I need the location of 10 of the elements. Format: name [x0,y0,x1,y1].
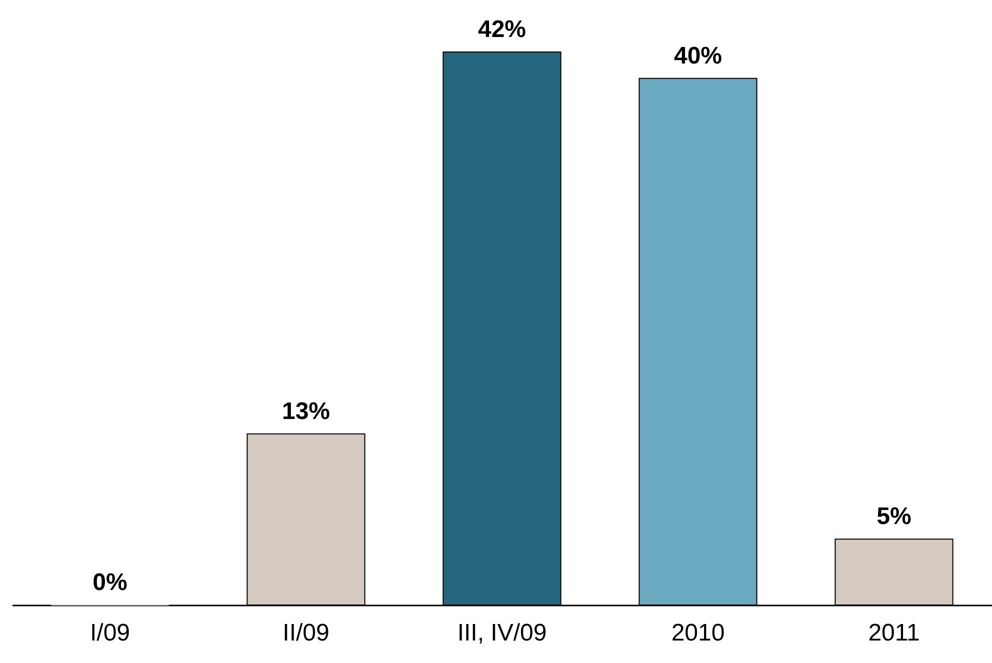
x-tick-label: 2011 [868,620,920,646]
x-tick-label: I/09 [90,620,130,646]
x-tick-label: 2010 [671,620,725,646]
x-tick-label: II/09 [282,620,330,646]
data-label: 5% [876,503,912,530]
data-label: 0% [92,569,128,596]
data-label: 42% [478,16,526,43]
x-tick-label: III, IV/09 [457,620,547,646]
data-label: 13% [282,398,330,425]
data-label: 40% [674,42,722,70]
